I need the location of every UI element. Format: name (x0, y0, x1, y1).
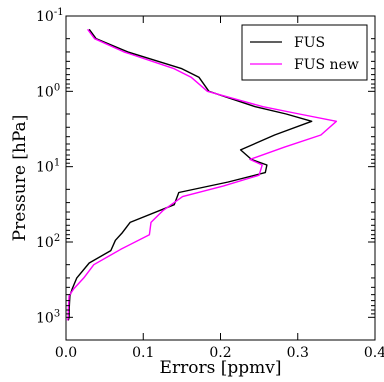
legend-label-fus: FUS (294, 35, 325, 51)
y-tick-label: 10-1 (36, 7, 64, 25)
series-line-fus (67, 28, 313, 321)
legend: FUS FUS new (241, 24, 368, 81)
plot-frame (65, 15, 376, 341)
x-tick-label: 0.4 (364, 345, 384, 361)
series-layer (66, 28, 338, 321)
y-tick-label: 102 (36, 233, 60, 251)
x-tick-label: 0.1 (132, 345, 154, 361)
legend-frame (241, 24, 368, 81)
y-tick-label: 103 (36, 308, 60, 326)
x-axis-label: Errors [ppmv] (160, 358, 282, 378)
x-tick-label: 0.0 (55, 345, 77, 361)
x-tick-label: 0.3 (287, 345, 309, 361)
legend-label-fus-new: FUS new (294, 57, 359, 73)
x-tick-label: 0.2 (209, 345, 231, 361)
ticks-layer: 0.0 0.1 0.2 0.3 0.4 10-1 100 101 102 103 (36, 7, 384, 361)
y-axis-label: Pressure [hPa] (10, 115, 30, 242)
series-line-fus-new (66, 28, 338, 321)
y-tick-label: 101 (36, 158, 60, 176)
y-tick-label: 100 (36, 82, 60, 100)
